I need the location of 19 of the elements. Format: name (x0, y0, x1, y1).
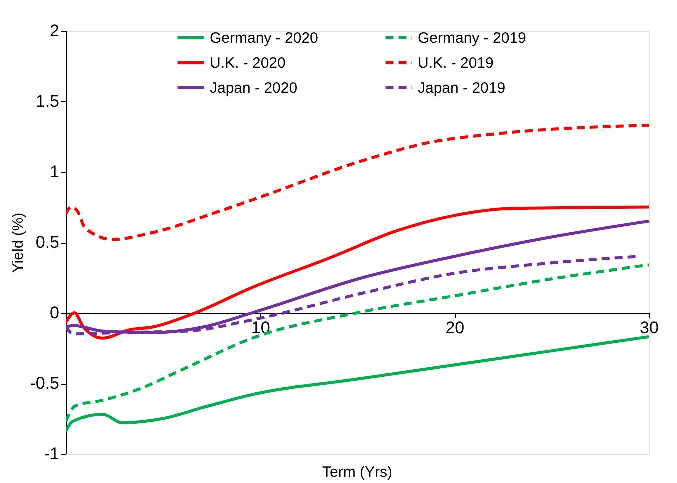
y-tick-label: -0.5 (30, 374, 60, 393)
y-tick-label: -1 (44, 444, 60, 464)
x-axis-title: Term (Yrs) (322, 464, 392, 481)
x-tick-label: 20 (446, 318, 465, 338)
legend-label: U.K. - 2020 (210, 55, 286, 72)
y-tick-label: 2 (50, 22, 60, 40)
line-series (66, 335, 649, 433)
y-tick-label: 0.5 (36, 233, 60, 252)
legend-label: U.K. - 2019 (418, 55, 494, 72)
y-tick-label: 1.5 (36, 92, 60, 111)
line-series (66, 124, 649, 242)
legend-label: Germany - 2020 (210, 30, 318, 47)
legend-label: Japan - 2019 (418, 80, 506, 97)
y-tick-label: 1 (50, 162, 60, 182)
x-tick-label: 30 (640, 318, 659, 338)
y-axis-title: Yield (%) (10, 212, 28, 274)
y-tick-label: 0 (50, 304, 60, 322)
legend-label: Germany - 2019 (418, 30, 526, 47)
legend-label: Japan - 2020 (210, 80, 298, 97)
